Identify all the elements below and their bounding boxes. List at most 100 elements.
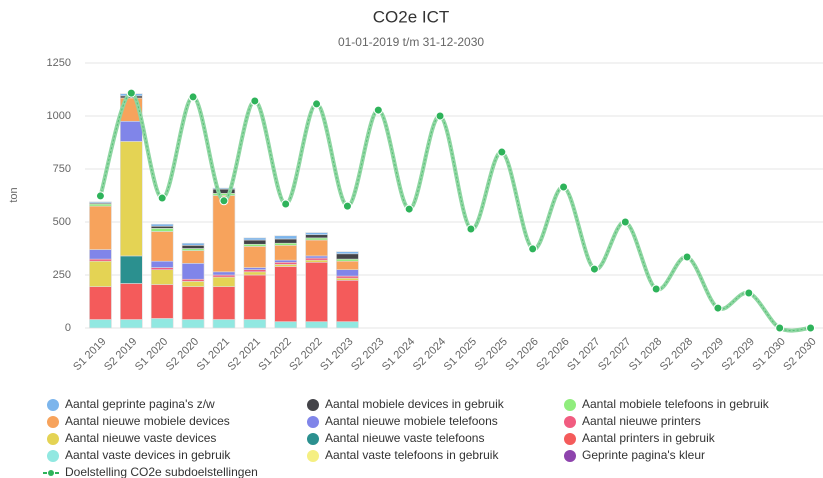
bar-segment xyxy=(150,231,174,262)
bar-segment xyxy=(305,232,328,236)
target-point xyxy=(373,105,383,115)
bar-segment xyxy=(305,255,328,259)
bar-segment xyxy=(181,278,205,282)
bar-segment xyxy=(181,242,205,246)
bar-segment xyxy=(150,267,174,270)
bar-segment xyxy=(243,269,267,273)
bar-segment xyxy=(274,264,297,267)
x-tick-label: S2 2028 xyxy=(658,336,695,373)
x-tick-label: S1 2024 xyxy=(380,336,417,373)
legend-label: Aantal vaste devices in gebruik xyxy=(65,448,231,462)
y-tick-label: 1250 xyxy=(47,57,71,69)
bar-segment xyxy=(181,263,205,280)
bar-segment xyxy=(212,276,236,287)
target-point xyxy=(528,244,538,254)
legend-label: Aantal nieuwe vaste telefoons xyxy=(325,431,484,445)
legend-label: Doelstelling CO2e subdoelstellingen xyxy=(65,465,258,478)
bar-segment xyxy=(89,205,112,250)
target-point xyxy=(775,323,785,333)
x-tick-label: S2 2021 xyxy=(226,336,263,373)
bar-segment xyxy=(150,260,174,268)
bar-segment xyxy=(274,261,297,265)
target-point xyxy=(342,201,352,211)
x-tick-label: S2 2029 xyxy=(720,336,757,373)
bar-segment xyxy=(212,187,236,190)
bar-segment xyxy=(305,234,328,239)
bar-segment xyxy=(305,257,328,261)
target-point xyxy=(95,191,105,201)
bar-segment xyxy=(181,286,205,320)
legend-label: Aantal printers in gebruik xyxy=(582,431,716,445)
target-point xyxy=(250,96,260,106)
legend-label: Aantal nieuwe mobiele telefoons xyxy=(325,414,498,428)
bar-segment xyxy=(336,275,359,279)
legend-label: Geprinte pagina's kleur xyxy=(582,448,705,462)
legend-marker xyxy=(307,450,319,462)
x-tick-label: S1 2025 xyxy=(442,336,479,373)
x-tick-label: S1 2028 xyxy=(627,336,664,373)
legend-marker xyxy=(307,416,319,428)
bar-segment xyxy=(274,266,297,322)
bar-segment xyxy=(243,267,267,270)
legend-marker xyxy=(564,416,576,428)
bar-segment xyxy=(336,269,359,277)
y-axis-label: ton xyxy=(8,187,20,202)
y-tick-label: 0 xyxy=(65,322,71,334)
bar-segment xyxy=(243,319,267,329)
bar-segment xyxy=(89,203,112,207)
bar-segment xyxy=(243,243,267,247)
legend-marker xyxy=(47,450,59,462)
bar-segment xyxy=(150,223,174,227)
bar-segment xyxy=(274,321,297,329)
target-point xyxy=(651,284,661,294)
chart-title: CO2e ICT xyxy=(373,7,450,26)
x-tick-label: S1 2021 xyxy=(195,336,232,373)
x-tick-label: S2 2023 xyxy=(349,336,386,373)
x-tick-label: S1 2026 xyxy=(503,336,540,373)
bar-segment xyxy=(243,237,267,241)
bar-segment xyxy=(212,195,236,273)
target-point xyxy=(589,264,599,274)
bar-segment xyxy=(150,284,174,319)
legend-marker xyxy=(47,433,59,445)
target-line-core xyxy=(99,92,811,332)
bar-segment xyxy=(336,251,359,255)
bar-segment xyxy=(336,279,359,322)
target-point xyxy=(126,88,136,98)
legend-label: Aantal mobiele telefoons in gebruik xyxy=(582,397,770,411)
target-point xyxy=(157,193,167,203)
bar-segment xyxy=(181,245,205,249)
target-point xyxy=(219,196,229,206)
target-point xyxy=(497,147,507,157)
bar-segment xyxy=(120,141,143,257)
legend-label: Aantal mobiele devices in gebruik xyxy=(325,397,505,411)
x-tick-label: S2 2020 xyxy=(164,336,201,373)
bar-segment xyxy=(89,319,112,329)
target-point xyxy=(682,252,692,262)
bar-segment xyxy=(336,321,359,329)
bar-segment xyxy=(274,238,297,244)
bar-segment xyxy=(212,271,236,276)
legend-label: Aantal nieuwe mobiele devices xyxy=(65,414,230,428)
bar-segment xyxy=(150,318,174,329)
bar-segment xyxy=(305,237,328,241)
bar-segment xyxy=(89,260,112,287)
bar-segment xyxy=(243,239,267,245)
bar-segment xyxy=(150,269,174,285)
legend-marker xyxy=(564,399,576,411)
bar-segment xyxy=(89,201,112,204)
bar-segment xyxy=(181,319,205,329)
x-tick-label: S1 2023 xyxy=(318,336,355,373)
x-tick-label: S2 2025 xyxy=(473,336,510,373)
bar-segment xyxy=(305,321,328,329)
target-point xyxy=(188,92,198,102)
bar-segment xyxy=(212,193,236,196)
bar-segment xyxy=(274,245,297,261)
y-tick-label: 250 xyxy=(53,269,71,281)
x-tick-label: S1 2027 xyxy=(565,336,602,373)
legend-marker xyxy=(48,470,54,476)
bar-segment xyxy=(181,248,205,251)
bar-segment xyxy=(274,235,297,240)
target-line xyxy=(98,91,811,333)
